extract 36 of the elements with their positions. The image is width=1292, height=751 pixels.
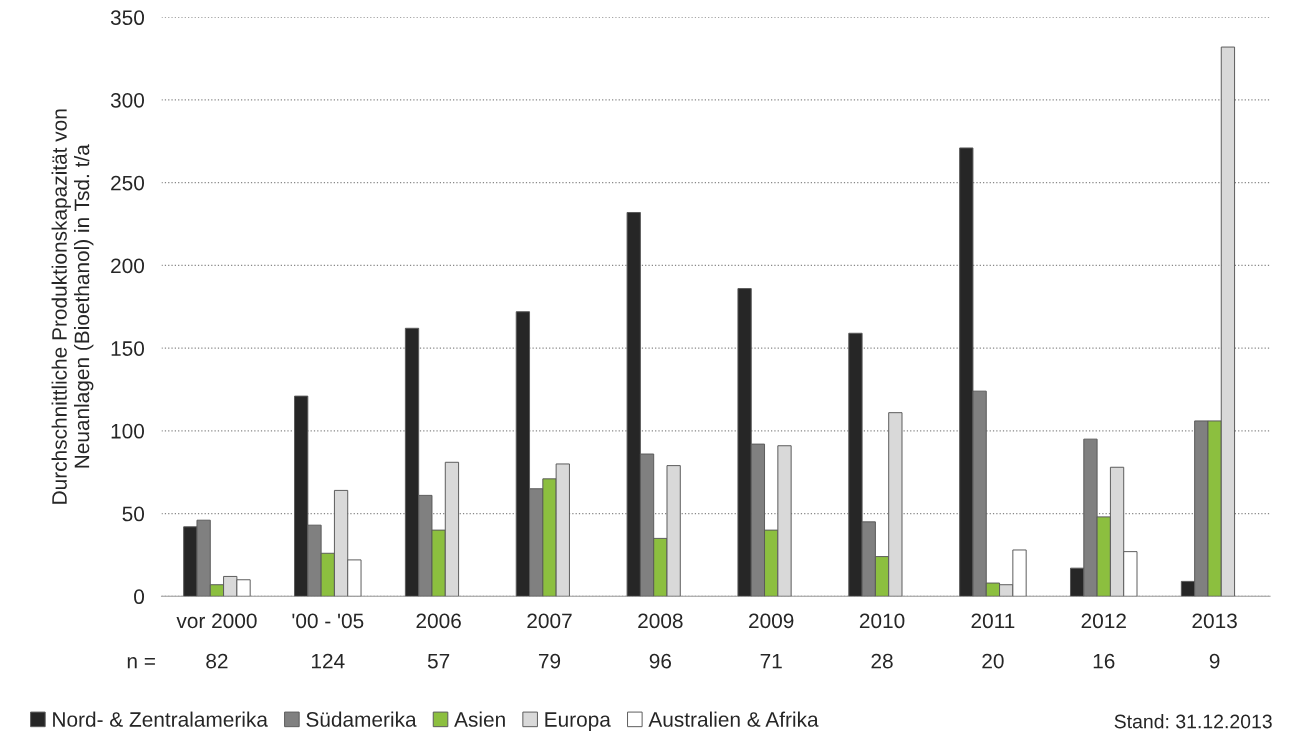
x-tick-label: '00 - '05 xyxy=(292,613,364,629)
x-tick-label: 2012 xyxy=(1081,613,1126,629)
y-tick-label: 100 xyxy=(111,423,145,439)
text: 28 xyxy=(871,653,893,669)
y-axis-title: Durchschnittliche Produktionskapazität von Neuanlagen (Bioethanol) in Tsd. t/a xyxy=(51,109,94,504)
text: 124 xyxy=(311,653,345,669)
y-tick-label: 0 xyxy=(134,589,145,605)
y-tick-label: 250 xyxy=(111,175,145,191)
x-tick-label: 2008 xyxy=(638,613,683,629)
y-tick-label: 150 xyxy=(111,341,145,356)
text: 9 xyxy=(1209,653,1220,669)
y-tick-label: 200 xyxy=(111,258,145,274)
x-tick-label: 2011 xyxy=(971,613,1015,629)
text: n = xyxy=(127,657,155,669)
y-tick-label: 300 xyxy=(110,92,145,108)
y-tick-label: 50 xyxy=(122,506,145,522)
text: Stand: 31.12.2013 xyxy=(1114,714,1272,729)
text: 16 xyxy=(1093,653,1115,669)
text: 71 xyxy=(760,653,782,669)
legend-label: Südamerika xyxy=(306,711,417,727)
x-tick-label: 2010 xyxy=(859,613,905,629)
x-tick-label: 2007 xyxy=(527,613,572,629)
y-tick-label: 350 xyxy=(110,10,145,26)
x-tick-label: 2009 xyxy=(749,613,794,629)
text: 79 xyxy=(538,653,561,669)
legend-label: Europa xyxy=(545,712,611,731)
text: 96 xyxy=(649,653,672,669)
text: 20 xyxy=(982,653,1004,669)
legend-label: Australien & Afrika xyxy=(648,711,819,727)
x-tick-label: vor 2000 xyxy=(176,613,257,629)
text: 82 xyxy=(206,653,228,669)
legend-label: Nord- & Zentralamerika xyxy=(53,711,268,727)
legend-label: Asien xyxy=(454,711,505,727)
text: 57 xyxy=(427,653,450,669)
x-tick-label: 2013 xyxy=(1192,613,1237,629)
x-tick-label: 2006 xyxy=(416,613,461,629)
